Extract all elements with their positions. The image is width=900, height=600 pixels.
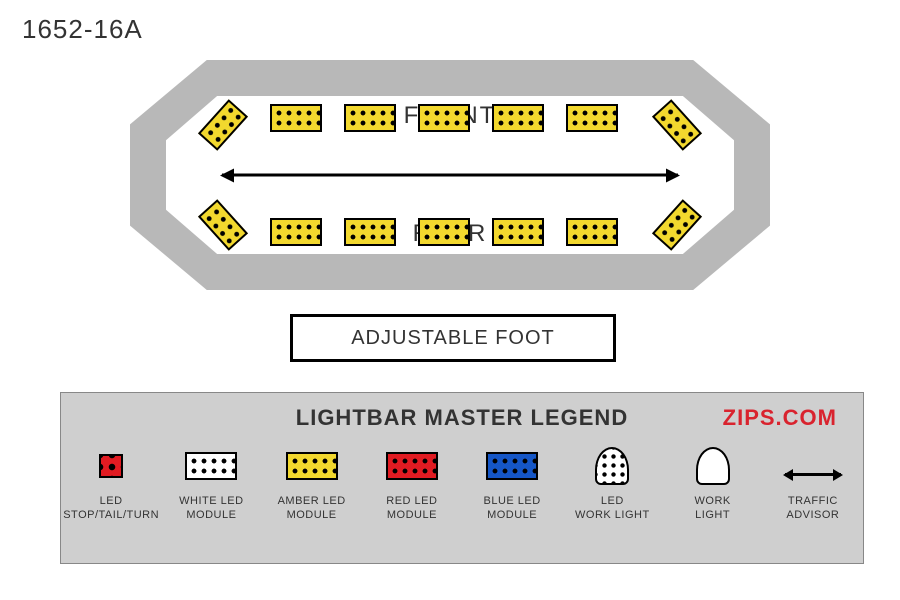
amber-icon xyxy=(286,452,338,480)
amber-module xyxy=(492,104,544,132)
legend-item-label: WHITE LEDMODULE xyxy=(179,495,243,523)
arrow-swatch xyxy=(785,443,841,489)
dome-dot-swatch xyxy=(595,443,629,489)
amber-swatch xyxy=(286,443,338,489)
arrow-icon xyxy=(785,473,841,476)
legend-panel: LIGHTBAR MASTER LEGEND ZIPS.COM LEDSTOP/… xyxy=(60,392,864,564)
blue-mod-swatch xyxy=(486,443,538,489)
page: 1652-16A FRONT REAR ADJUSTABLE FOOT LIGH… xyxy=(0,0,900,600)
legend-item-label: BLUE LEDMODULE xyxy=(484,495,541,523)
legend-item-arrow: TRAFFICADVISOR xyxy=(765,443,860,523)
amber-module xyxy=(344,218,396,246)
legend-item-amber: AMBER LEDMODULE xyxy=(264,443,359,523)
dome-swatch xyxy=(696,443,730,489)
lightbar-diagram: FRONT REAR xyxy=(130,60,770,290)
amber-module xyxy=(418,218,470,246)
red-mod-swatch xyxy=(386,443,438,489)
traffic-advisor-arrow xyxy=(222,174,678,177)
legend-item-dome-dot: LEDWORK LIGHT xyxy=(565,443,660,523)
dome-dot-icon xyxy=(595,447,629,485)
legend-item-white-mod: WHITE LEDMODULE xyxy=(164,443,259,523)
legend-item-stop-tail: LEDSTOP/TAIL/TURN xyxy=(64,443,159,523)
legend-items: LEDSTOP/TAIL/TURN WHITE LEDMODULE AMBER LE… xyxy=(61,443,863,555)
legend-item-label: RED LEDMODULE xyxy=(386,495,437,523)
legend-item-label: WORKLIGHT xyxy=(695,495,731,523)
legend-item-label: AMBER LEDMODULE xyxy=(278,495,346,523)
red-mod-icon xyxy=(386,452,438,480)
amber-module xyxy=(566,104,618,132)
amber-module xyxy=(270,104,322,132)
legend-item-dome: WORKLIGHT xyxy=(665,443,760,523)
white-mod-icon xyxy=(185,452,237,480)
legend-item-blue-mod: BLUE LEDMODULE xyxy=(465,443,560,523)
legend-item-label: LEDWORK LIGHT xyxy=(575,495,650,523)
part-number: 1652-16A xyxy=(22,14,143,45)
dome-icon xyxy=(696,447,730,485)
stop-tail-icon xyxy=(99,454,123,478)
legend-item-label: LEDSTOP/TAIL/TURN xyxy=(63,495,159,523)
brand-label: ZIPS.COM xyxy=(723,405,837,431)
amber-module xyxy=(492,218,544,246)
stop-tail-swatch xyxy=(99,443,123,489)
amber-module xyxy=(270,218,322,246)
white-mod-swatch xyxy=(185,443,237,489)
blue-mod-icon xyxy=(486,452,538,480)
legend-item-red-mod: RED LEDMODULE xyxy=(364,443,459,523)
adjustable-foot-box: ADJUSTABLE FOOT xyxy=(290,314,616,362)
amber-module xyxy=(566,218,618,246)
amber-module xyxy=(418,104,470,132)
legend-item-label: TRAFFICADVISOR xyxy=(786,495,839,523)
amber-module xyxy=(344,104,396,132)
